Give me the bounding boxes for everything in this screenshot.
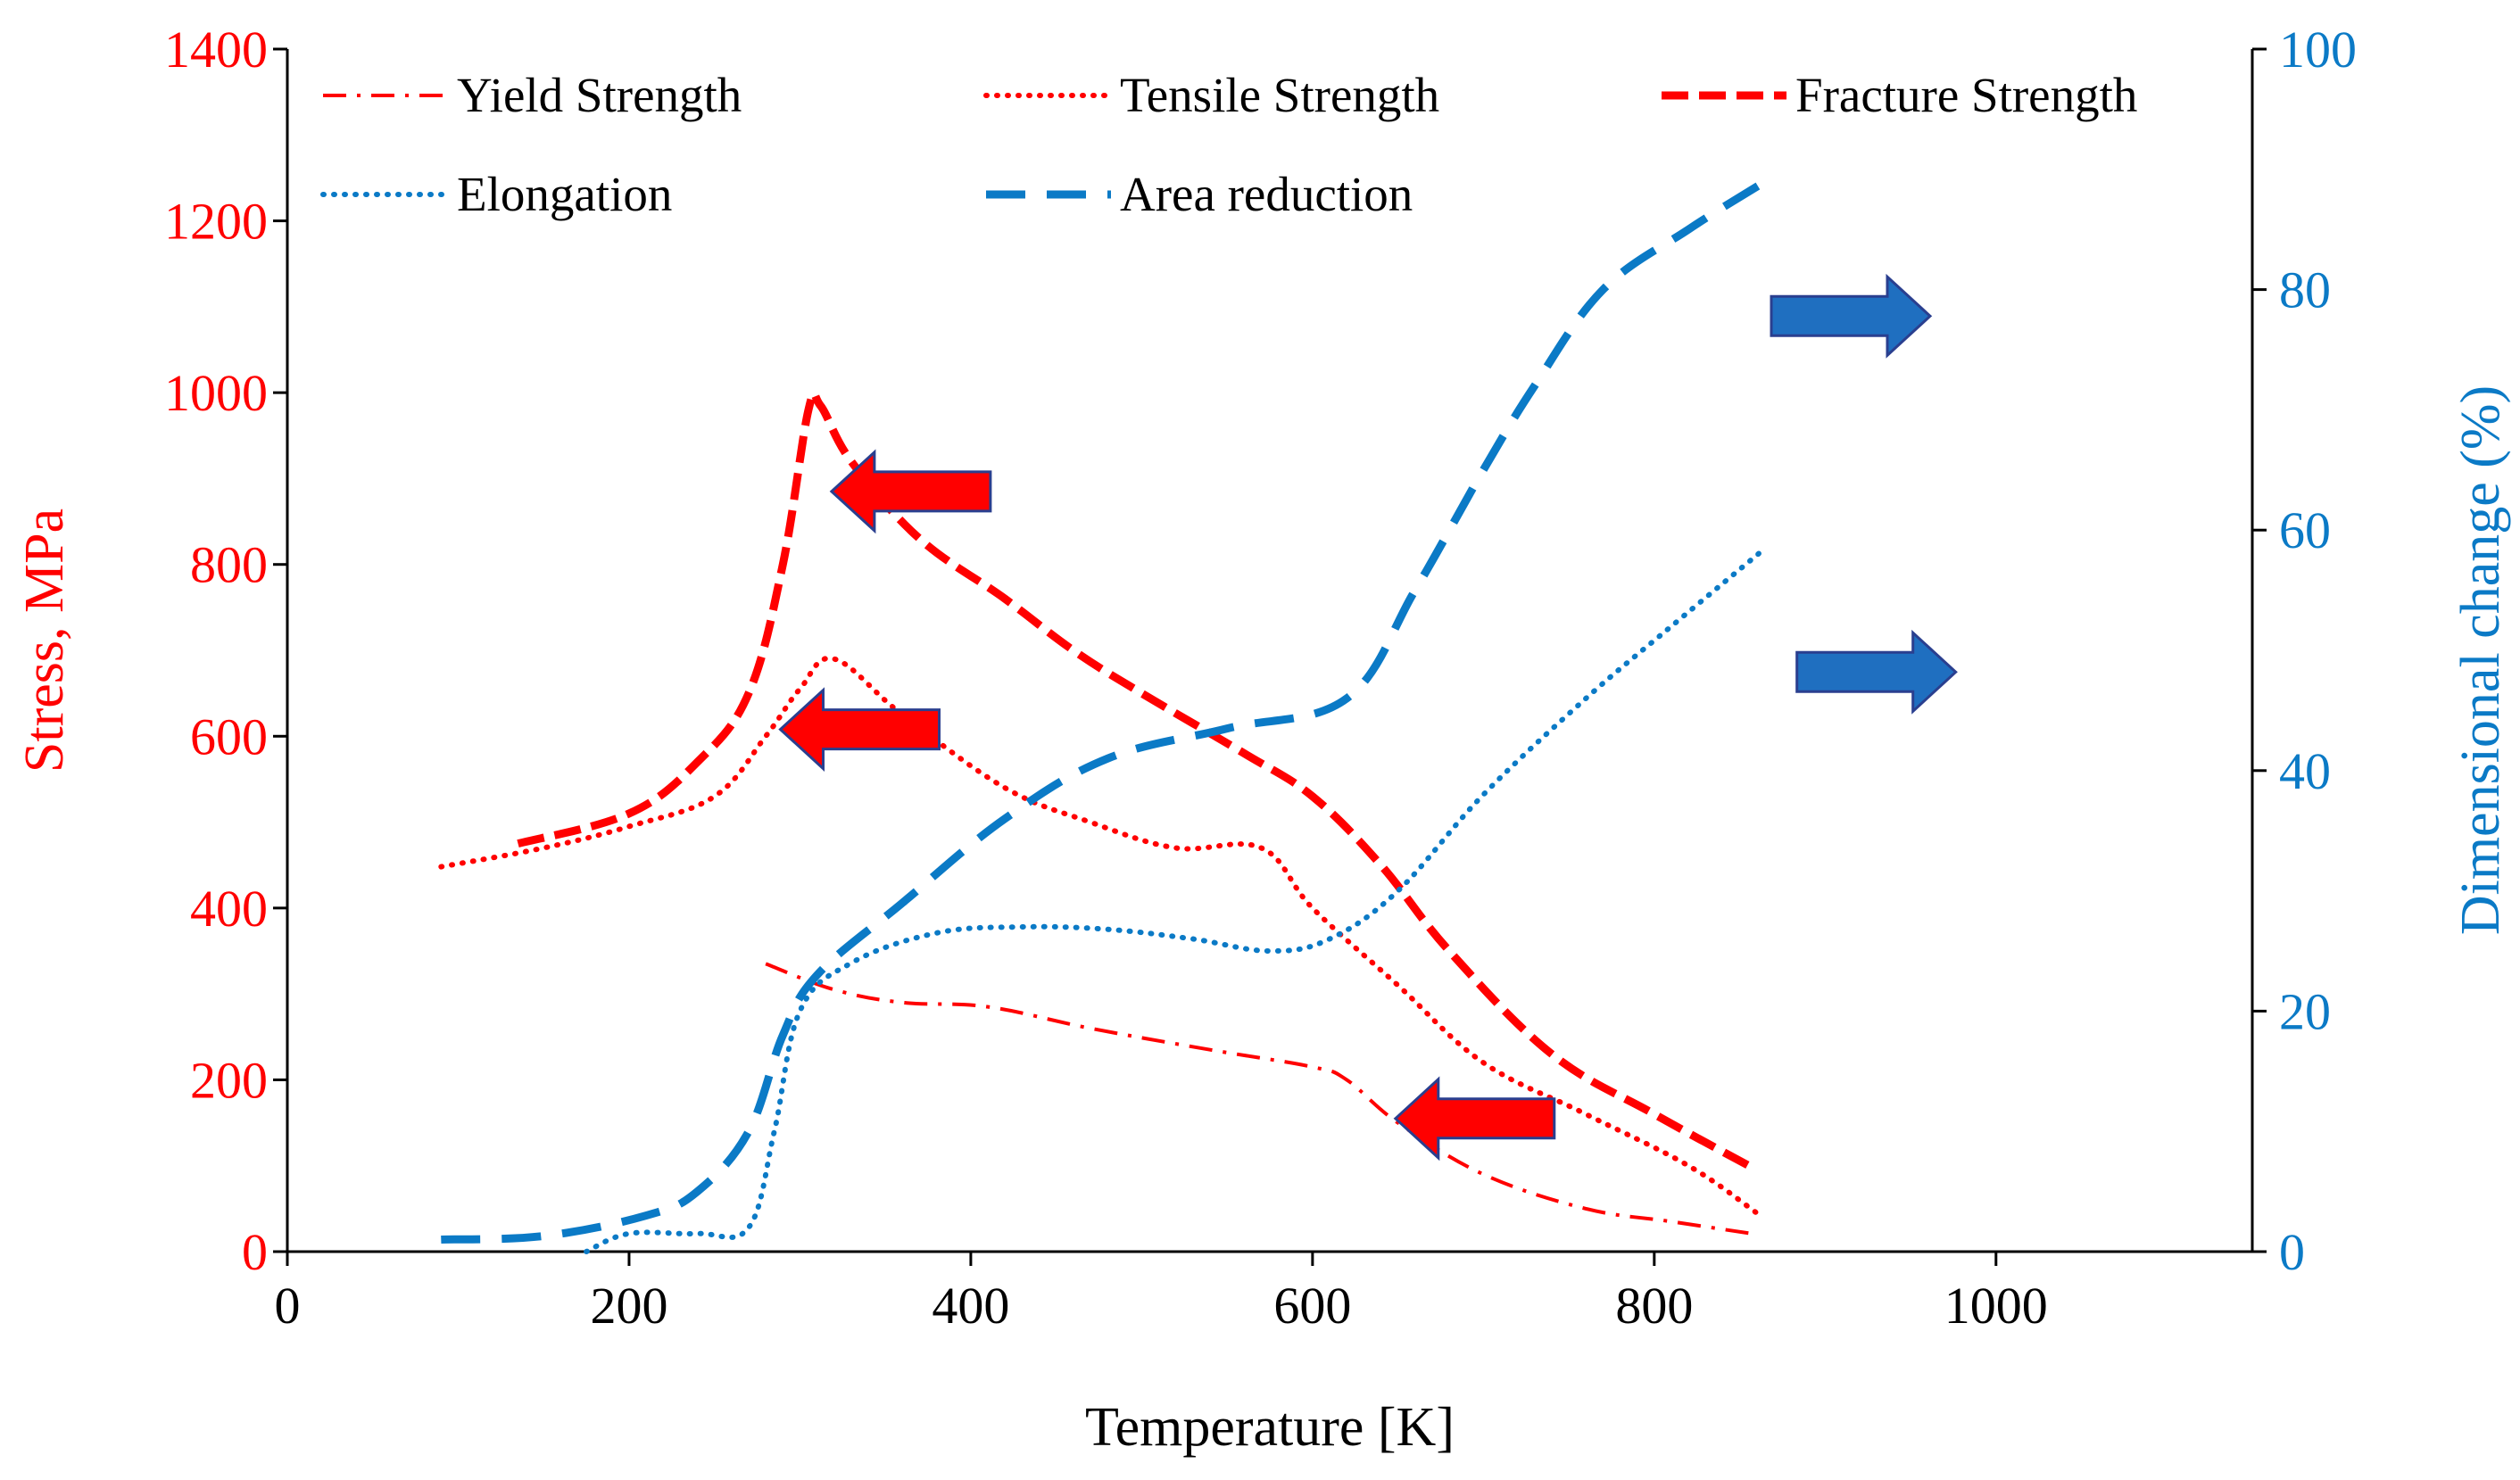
y-left-tick-label: 400 [190,880,268,938]
y-left-tick-label: 1000 [164,364,268,422]
arrow-right-icon [1770,273,1933,359]
axis-ticks: 0 200 400 600 800 100002004006008001000120014… [164,21,2357,1335]
x-tick-label: 600 [1273,1277,1351,1335]
series-line-elongation [584,545,1769,1254]
x-tick-label: 800 [1615,1277,1693,1335]
y-left-tick-label: 800 [190,536,268,594]
x-tick-label: 200 [590,1277,667,1335]
y-right-tick-label: 20 [2279,982,2331,1040]
y-left-tick-label: 1400 [164,21,268,79]
y-right-tick-label: 40 [2279,742,2331,800]
x-tick-label: 0 [275,1277,301,1335]
annotation-arrows [778,273,1958,1162]
plot-frame [286,49,2254,1253]
x-axis-title: Temperature [K] [1085,1397,1455,1458]
legend-label-elongation: Elongation [457,167,672,221]
series-line-area-reduction [441,178,1768,1244]
y-axis-left-title: Stress, MPa [14,508,75,773]
legend-label-area-reduction: Area reduction [1120,167,1413,221]
series-line-yield-strength [765,962,1757,1236]
legend-label-fracture-strength: Fracture Strength [1795,68,2137,122]
y-left-tick-label: 600 [190,707,268,765]
y-left-tick-label: 200 [190,1051,268,1109]
series-line-fracture-strength [517,389,1759,1174]
arrow-left-icon [778,687,941,773]
legend-label-tensile-strength: Tensile Strength [1120,68,1439,122]
y-right-tick-label: 80 [2279,261,2331,319]
x-tick-label: 400 [932,1277,1009,1335]
y-right-tick-label: 60 [2279,501,2331,559]
x-tick-label: 1000 [1944,1277,2048,1335]
y-axis-right-title: Dimensional change (%) [2450,385,2511,935]
arrow-left-icon [1393,1076,1556,1162]
y-right-tick-label: 100 [2279,21,2357,79]
legend-label-yield-strength: Yield Strength [457,68,742,122]
legend: Yield Strength Tensile Strength Fracture S… [320,68,2137,221]
y-right-tick-label: 0 [2279,1223,2305,1281]
y-left-tick-label: 0 [242,1223,268,1281]
series-layer [438,178,1769,1254]
y-left-tick-label: 1200 [164,193,268,251]
arrow-left-icon [829,449,992,534]
series-line-tensile-strength [438,655,1760,1216]
arrow-right-icon [1795,629,1958,715]
